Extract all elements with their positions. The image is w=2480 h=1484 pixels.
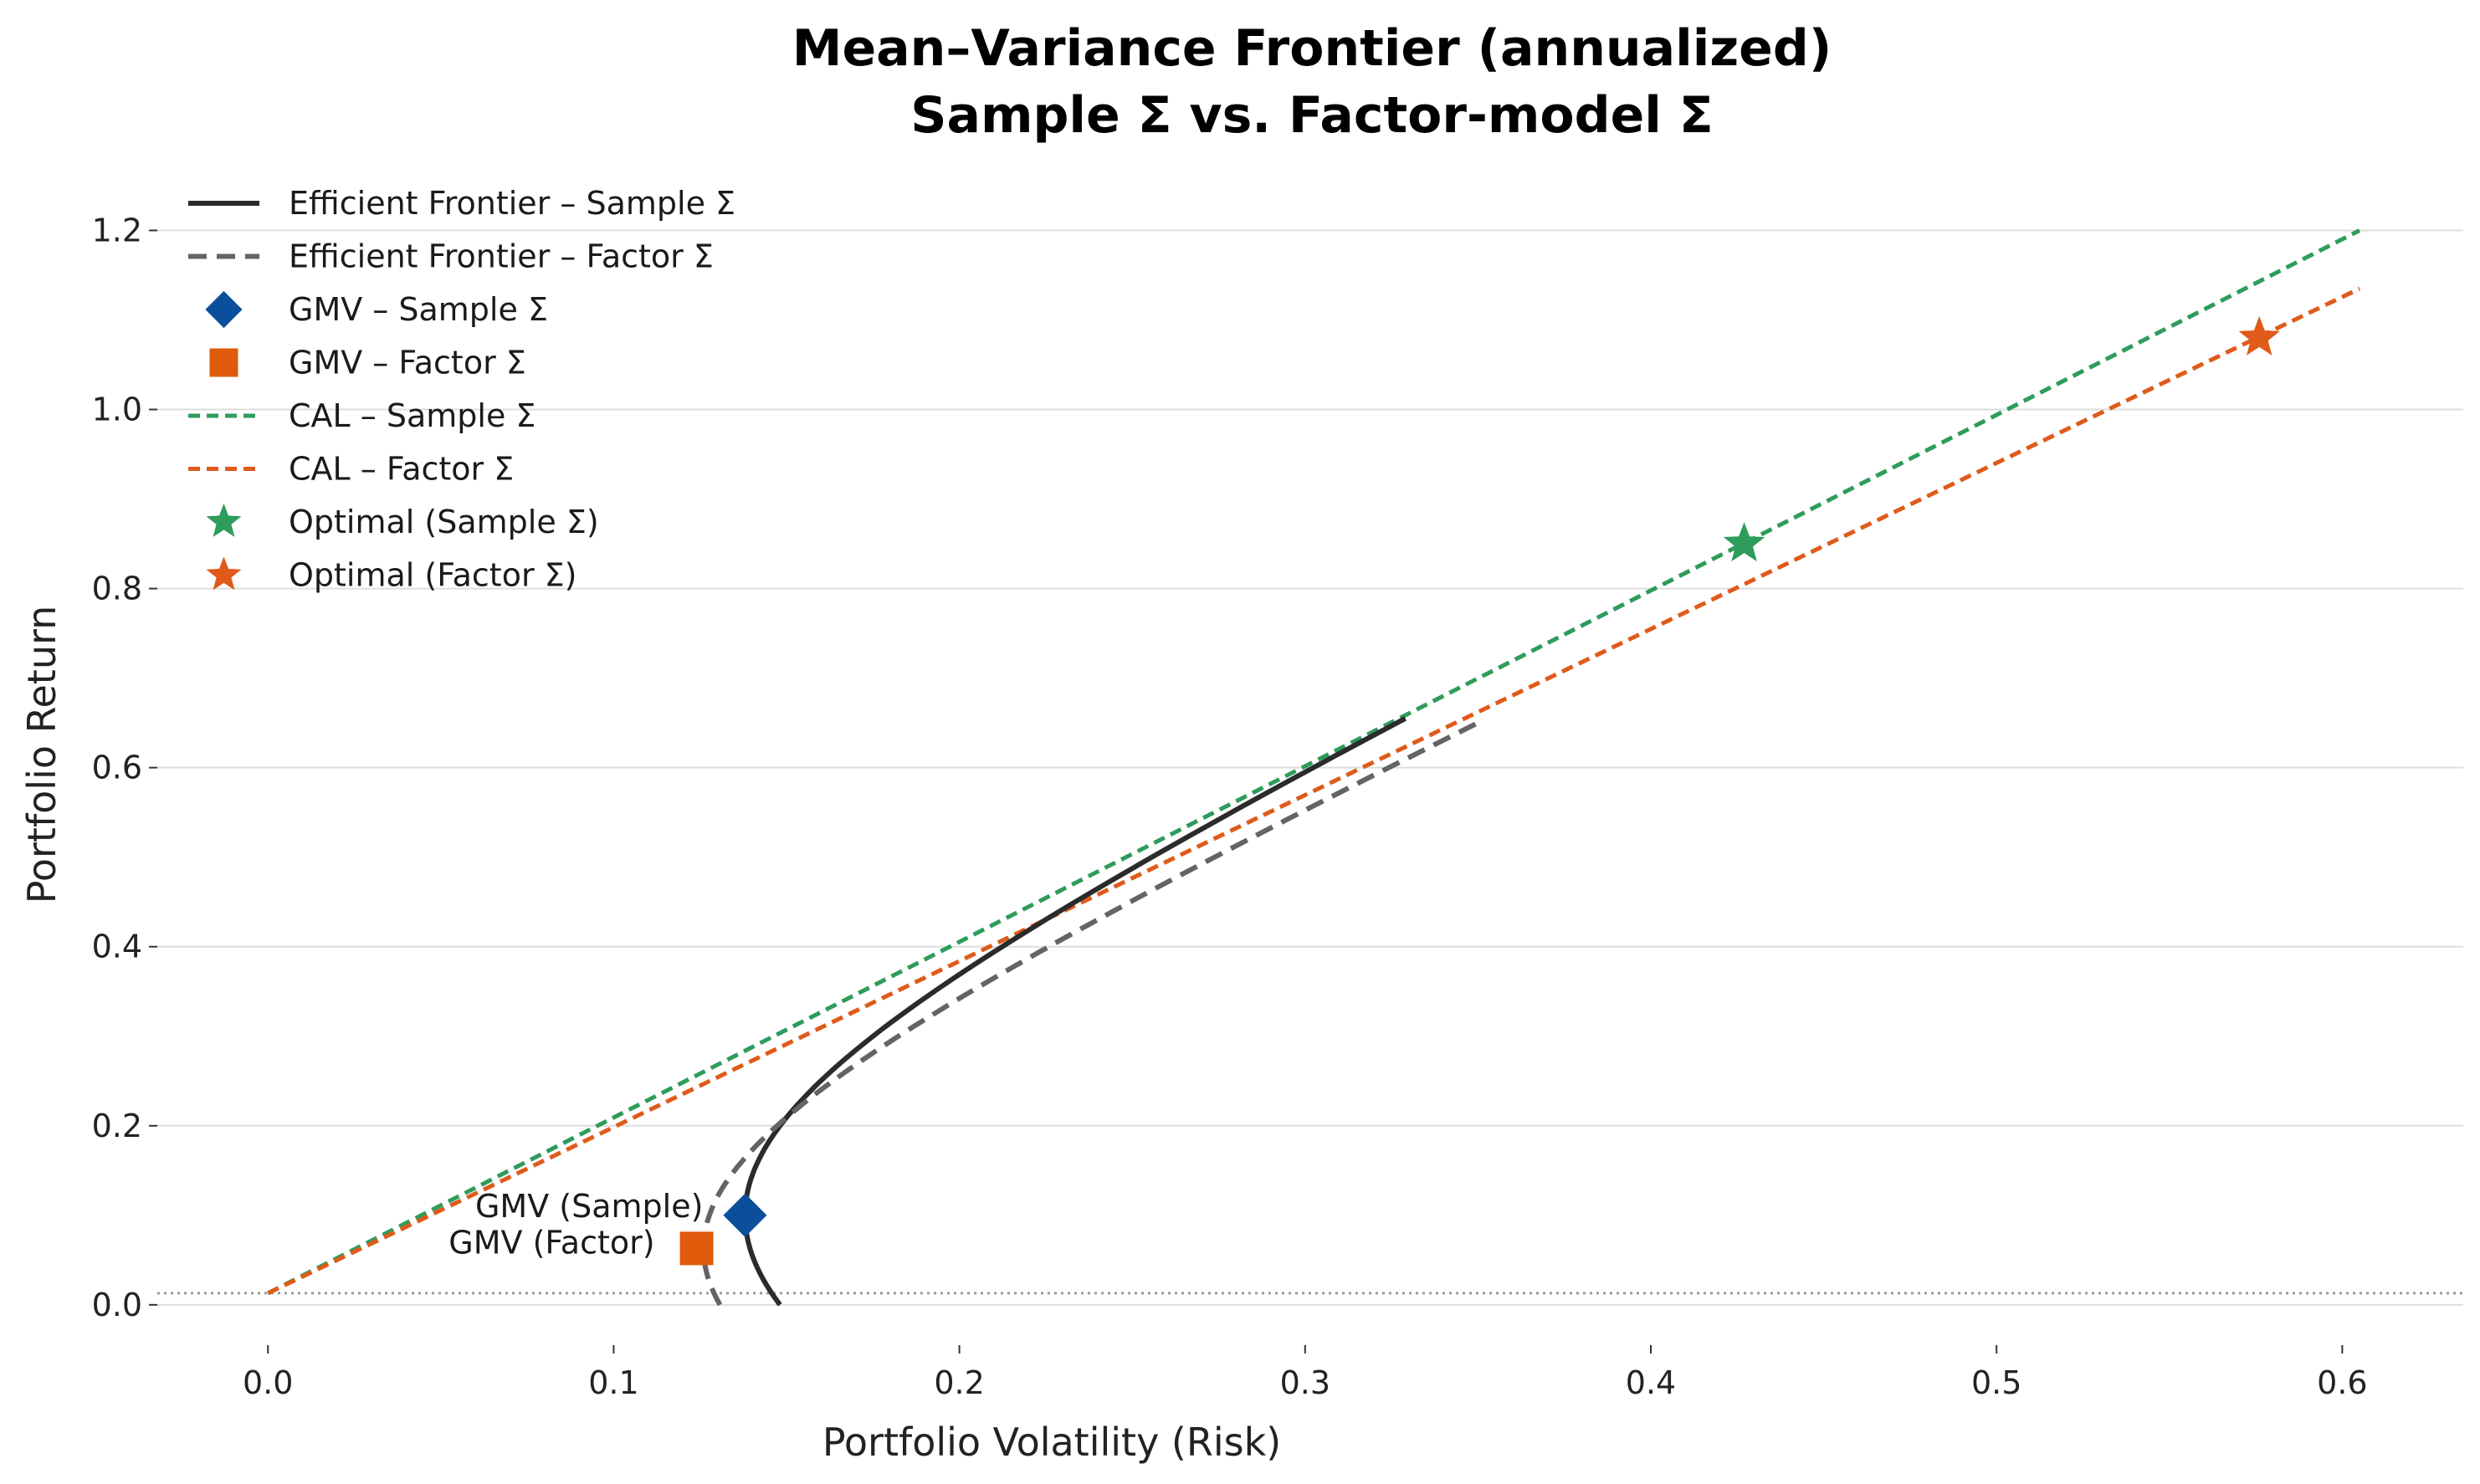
plot-area bbox=[267, 228, 2361, 1307]
x-axis-ticks: 0.0 0.1 0.2 0.3 0.4 0.5 0.6 bbox=[243, 1345, 2368, 1401]
legend-swatch-3 bbox=[209, 348, 238, 377]
legend-swatch-2 bbox=[205, 290, 243, 329]
x-axis-label: Portfolio Volatility (Risk) bbox=[822, 1420, 1281, 1465]
legend-label-4: CAL – Sample Σ bbox=[289, 397, 535, 434]
y-axis-label: Portfolio Return bbox=[19, 606, 64, 904]
series-1-frontier-line bbox=[700, 720, 1479, 1307]
annotation-0: GMV (Sample) bbox=[475, 1188, 703, 1225]
series-3-square-marker bbox=[679, 1231, 714, 1266]
legend: Efficient Frontier – Sample Σ Efficient F… bbox=[188, 185, 735, 594]
chart-subtitle: Sample Σ vs. Factor-model Σ bbox=[910, 86, 1713, 145]
legend-label-5: CAL – Factor Σ bbox=[289, 451, 514, 488]
legend-label-0: Efficient Frontier – Sample Σ bbox=[289, 185, 735, 222]
series-7-star-marker bbox=[2238, 315, 2280, 356]
y-tick-label: 0.2 bbox=[92, 1108, 142, 1144]
x-tick-label: 0.5 bbox=[1971, 1364, 2021, 1401]
x-tick-label: 0.0 bbox=[243, 1364, 293, 1401]
legend-label-3: GMV – Factor Σ bbox=[289, 345, 526, 381]
x-tick-label: 0.3 bbox=[1280, 1364, 1330, 1401]
legend-swatch-7 bbox=[206, 556, 242, 591]
legend-label-7: Optimal (Factor Σ) bbox=[289, 557, 577, 594]
x-tick-label: 0.4 bbox=[1626, 1364, 1676, 1401]
series-2-diamond-marker bbox=[723, 1193, 767, 1237]
y-tick-label: 1.2 bbox=[92, 212, 142, 248]
y-tick-label: 1.0 bbox=[92, 391, 142, 428]
x-tick-label: 0.2 bbox=[934, 1364, 984, 1401]
y-tick-label: 0.6 bbox=[92, 750, 142, 786]
legend-label-1: Efficient Frontier – Factor Σ bbox=[289, 238, 714, 275]
legend-label-6: Optimal (Sample Σ) bbox=[289, 504, 599, 540]
chart-title: Mean–Variance Frontier (annualized) bbox=[792, 19, 1832, 78]
y-tick-label: 0.8 bbox=[92, 571, 142, 607]
y-axis-ticks: 0.0 0.2 0.4 0.6 0.8 1.0 1.2 bbox=[92, 212, 157, 1323]
x-tick-label: 0.6 bbox=[2317, 1364, 2367, 1401]
grid-lines bbox=[157, 229, 2463, 1306]
legend-swatch-6 bbox=[206, 503, 242, 537]
annotations: GMV (Sample)GMV (Factor) bbox=[448, 1188, 703, 1261]
series-6-star-marker bbox=[1723, 522, 1765, 562]
y-tick-label: 0.4 bbox=[92, 929, 142, 965]
y-tick-label: 0.0 bbox=[92, 1287, 142, 1323]
annotation-1: GMV (Factor) bbox=[448, 1224, 654, 1261]
series-4-cal-line bbox=[267, 228, 2361, 1296]
x-tick-label: 0.1 bbox=[588, 1364, 638, 1401]
legend-label-2: GMV – Sample Σ bbox=[289, 291, 548, 328]
series-5-cal-line bbox=[267, 286, 2361, 1296]
